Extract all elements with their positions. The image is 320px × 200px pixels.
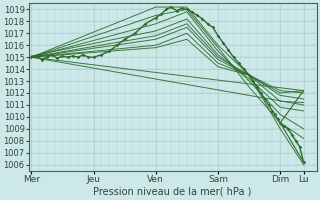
X-axis label: Pression niveau de la mer( hPa ): Pression niveau de la mer( hPa ) [93,187,252,197]
